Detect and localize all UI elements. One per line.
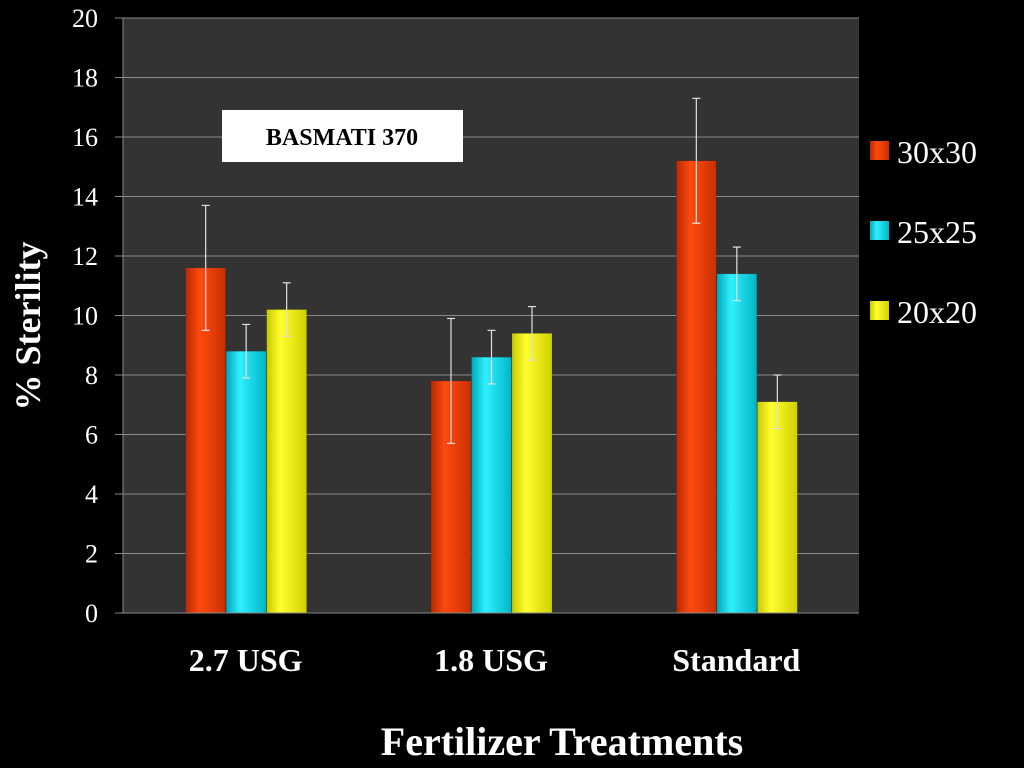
legend-swatch-25x25 bbox=[870, 221, 889, 240]
y-tick-label: 14 bbox=[72, 183, 98, 212]
y-tick-label: 6 bbox=[85, 421, 98, 450]
x-tick-label: 2.7 USG bbox=[189, 642, 303, 678]
legend-label-25x25: 25x25 bbox=[897, 214, 977, 250]
y-tick-label: 20 bbox=[72, 4, 98, 33]
bars bbox=[185, 97, 798, 614]
bar-25x25-1.8-USG bbox=[471, 356, 512, 614]
legend-label-30x30: 30x30 bbox=[897, 134, 977, 170]
y-tick-label: 8 bbox=[85, 361, 98, 390]
y-tick-label: 12 bbox=[72, 242, 98, 271]
bar-25x25-2.7-USG bbox=[225, 350, 267, 614]
annotation-text: BASMATI 370 bbox=[266, 125, 418, 151]
legend-swatch-20x20 bbox=[870, 301, 889, 320]
bar-20x20-1.8-USG bbox=[511, 333, 553, 614]
y-tick-label: 2 bbox=[85, 540, 98, 569]
bar-30x30-Standard bbox=[676, 160, 717, 614]
y-tick-label: 4 bbox=[85, 480, 98, 509]
x-axis-title: Fertilizer Treatments bbox=[381, 719, 743, 764]
x-tick-label: Standard bbox=[672, 642, 800, 678]
y-tick-label: 10 bbox=[72, 302, 98, 331]
y-tick-label: 0 bbox=[85, 599, 98, 628]
bar-20x20-2.7-USG bbox=[266, 309, 307, 614]
legend: 30x30 25x25 20x20 bbox=[870, 134, 977, 330]
x-tick-label: 1.8 USG bbox=[434, 642, 548, 678]
y-tick-label: 18 bbox=[72, 64, 98, 93]
bar-20x20-Standard bbox=[757, 401, 798, 614]
bar-25x25-Standard bbox=[716, 273, 758, 614]
x-axis-ticks: 2.7 USG 1.8 USG Standard bbox=[189, 642, 801, 678]
y-axis-title: % Sterility bbox=[8, 242, 48, 411]
legend-label-20x20: 20x20 bbox=[897, 294, 977, 330]
y-axis-ticks: 0 2 4 6 8 10 12 14 16 18 20 bbox=[72, 4, 123, 628]
annotation-box: BASMATI 370 bbox=[222, 110, 463, 162]
legend-swatch-30x30 bbox=[870, 141, 889, 160]
y-tick-label: 16 bbox=[72, 123, 98, 152]
